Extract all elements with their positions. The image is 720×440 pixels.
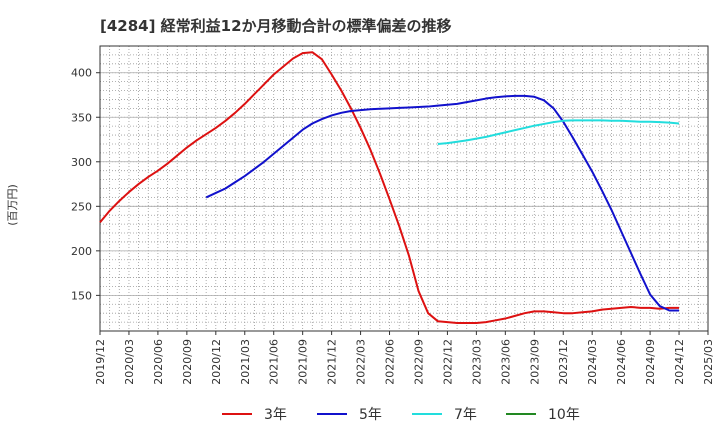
y-tick-label: 400 bbox=[71, 67, 92, 80]
x-tick-label: 2021/12 bbox=[326, 339, 339, 385]
x-tick-label: 2024/12 bbox=[673, 339, 686, 385]
x-tick-label: 2023/03 bbox=[470, 339, 483, 385]
plot-border bbox=[99, 45, 709, 332]
plot-frame bbox=[99, 45, 709, 332]
x-tick-label: 2020/03 bbox=[123, 339, 136, 385]
x-tick-label: 2024/09 bbox=[644, 339, 657, 385]
x-tick-label: 2024/06 bbox=[615, 339, 628, 385]
x-tick-label: 2025/03 bbox=[702, 339, 715, 385]
series-line-1 bbox=[99, 51, 680, 324]
x-tick-label: 2024/03 bbox=[586, 339, 599, 385]
x-tick-label: 2023/09 bbox=[528, 339, 541, 385]
x-tick-label: 2022/12 bbox=[441, 339, 454, 385]
series-group bbox=[99, 51, 680, 324]
y-tick-label: 200 bbox=[71, 245, 92, 258]
x-tick-label: 2023/06 bbox=[499, 339, 512, 385]
legend-label-1: 3年 bbox=[264, 407, 287, 423]
x-tick-label: 2021/09 bbox=[297, 339, 310, 385]
x-tick-label: 2022/06 bbox=[384, 339, 397, 385]
x-tick-label: 2020/09 bbox=[181, 339, 194, 385]
x-tick-label: 2023/12 bbox=[557, 339, 570, 385]
chart-title: [4284] 経常利益12か月移動合計の標準偏差の推移 bbox=[100, 17, 452, 35]
y-tick-label: 250 bbox=[71, 200, 92, 213]
x-axis-ticks: 2019/12 2020/03 2020/06 2020/09 2020/12 2021/… bbox=[94, 331, 715, 385]
y-tick-label: 150 bbox=[71, 289, 92, 302]
y-tick-label: 300 bbox=[71, 156, 92, 169]
series-line-2 bbox=[205, 94, 680, 312]
y-tick-label: 350 bbox=[71, 111, 92, 124]
series-line-3 bbox=[437, 119, 680, 145]
x-tick-label: 2022/09 bbox=[412, 339, 425, 385]
x-tick-label: 2021/03 bbox=[239, 339, 252, 385]
x-tick-label: 2019/12 bbox=[94, 339, 107, 385]
x-tick-label: 2020/06 bbox=[152, 339, 165, 385]
x-tick-label: 2020/12 bbox=[210, 339, 223, 385]
grid-lines bbox=[99, 46, 709, 331]
legend-label-2: 5年 bbox=[359, 407, 382, 423]
y-axis-label: (百万円) bbox=[6, 184, 19, 226]
x-tick-label: 2021/06 bbox=[268, 339, 281, 385]
legend: 3年 5年 7年 10年 bbox=[222, 407, 580, 423]
legend-label-3: 7年 bbox=[454, 407, 477, 423]
legend-label-4: 10年 bbox=[548, 407, 580, 423]
x-tick-label: 2022/03 bbox=[355, 339, 368, 385]
y-axis-ticks: 150 200 250 300 350 400 bbox=[71, 67, 100, 302]
